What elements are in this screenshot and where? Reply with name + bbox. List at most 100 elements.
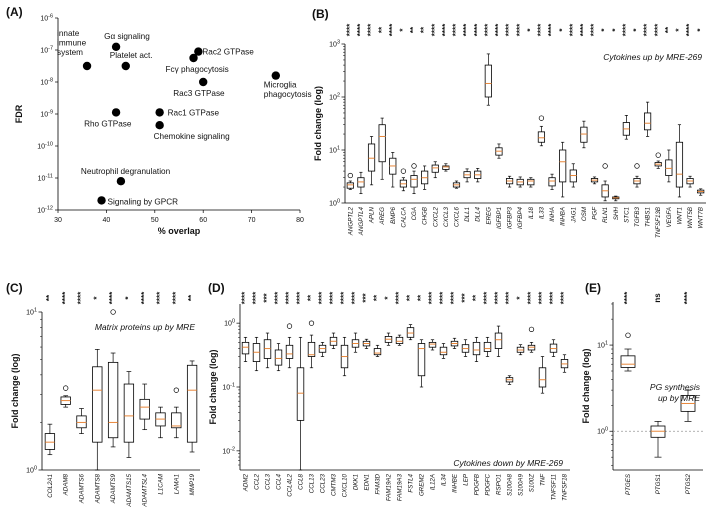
b-box-group bbox=[622, 115, 630, 140]
b-y-tick-label: 102 bbox=[329, 93, 340, 102]
b-box-group bbox=[442, 163, 450, 172]
c-y-tick-label-exponent: 1 bbox=[34, 308, 37, 314]
d-box bbox=[494, 332, 503, 349]
b-category-label: CXCL2 bbox=[432, 206, 439, 227]
b-category-label: INHA bbox=[549, 207, 556, 222]
b-significance: **** bbox=[515, 23, 524, 36]
b-box bbox=[559, 149, 567, 183]
c-box-group bbox=[44, 423, 56, 456]
b-significance: **** bbox=[367, 23, 376, 36]
b-significance: **** bbox=[547, 23, 556, 36]
b-category-label: VEGFA bbox=[666, 207, 673, 228]
d-box-group bbox=[538, 356, 547, 394]
a-y-tick-label-exponent: -7 bbox=[48, 46, 53, 52]
d-significance: *** bbox=[461, 292, 470, 302]
b-category-label: TGFB3 bbox=[634, 206, 641, 226]
d-category-label: CCL3 bbox=[265, 473, 272, 489]
b-outlier bbox=[411, 163, 417, 169]
a-y-tick-label: 10-9 bbox=[40, 110, 53, 119]
a-x-tick-label: 70 bbox=[248, 217, 256, 224]
d-significance: ** bbox=[373, 294, 382, 301]
e-box-group bbox=[650, 421, 666, 458]
a-point bbox=[116, 177, 126, 186]
a-point bbox=[97, 196, 106, 205]
d-y-tick-label-base: 10 bbox=[222, 448, 230, 455]
a-x-tick-label: 40 bbox=[103, 217, 111, 224]
d-box-group bbox=[274, 343, 283, 372]
d-y-tick-label-base: 10 bbox=[224, 321, 232, 328]
c-significance: **** bbox=[108, 291, 117, 304]
b-box bbox=[665, 159, 673, 176]
d-box-group bbox=[296, 336, 305, 471]
c-y-axis-title: Fold change (log) bbox=[10, 354, 20, 429]
c-box-group bbox=[123, 371, 135, 458]
b-category-label: SHH bbox=[613, 206, 620, 220]
d-box bbox=[428, 341, 437, 348]
d-significance: * bbox=[384, 296, 393, 300]
b-box-group bbox=[633, 163, 641, 188]
b-box-group bbox=[590, 176, 599, 185]
d-significance: **** bbox=[560, 291, 569, 304]
d-box-group bbox=[406, 324, 415, 341]
c-y-tick-label-base: 10 bbox=[26, 468, 34, 475]
b-box-group bbox=[389, 152, 397, 188]
d-significance: **** bbox=[340, 291, 349, 304]
d-category-label: FAM19A3 bbox=[397, 473, 404, 501]
b-significance: **** bbox=[483, 23, 492, 36]
b-significance: **** bbox=[643, 23, 652, 36]
b-y-axis-title: Fold change (log) bbox=[313, 86, 323, 161]
d-significance: **** bbox=[483, 291, 492, 304]
b-box bbox=[431, 164, 439, 173]
e-category-label: PTGS2 bbox=[685, 473, 692, 494]
b-category-label: OSM bbox=[581, 206, 588, 221]
c-category-label: L1CAM bbox=[158, 473, 165, 494]
a-y-tick-label-exponent: -12 bbox=[45, 206, 53, 212]
a-point bbox=[155, 108, 164, 117]
c-significance: * bbox=[92, 296, 101, 300]
a-point-label: system bbox=[57, 48, 83, 57]
d-significance: **** bbox=[428, 291, 437, 304]
d-box-group bbox=[285, 323, 294, 369]
b-significance: * bbox=[558, 28, 567, 32]
c-box bbox=[123, 383, 135, 443]
a-point bbox=[199, 77, 208, 87]
b-significance: * bbox=[399, 28, 408, 32]
a-y-tick-label-base: 10 bbox=[40, 80, 48, 87]
c-y-tick-label: 100 bbox=[26, 466, 37, 475]
d-category-label: CCL23 bbox=[320, 473, 327, 493]
b-category-label: IGFBP4 bbox=[517, 206, 524, 229]
b-significance: **** bbox=[621, 23, 630, 36]
b-significance: **** bbox=[462, 23, 471, 36]
a-point-label: phagocytosis bbox=[264, 90, 312, 99]
c-category-label: ADAMTSL4 bbox=[142, 473, 149, 507]
d-significance: **** bbox=[395, 291, 404, 304]
b-significance: * bbox=[600, 28, 609, 32]
a-y-tick-label: 10-8 bbox=[40, 78, 53, 87]
d-category-label: FAM19A2 bbox=[386, 473, 393, 501]
e-significance: ns bbox=[653, 293, 662, 303]
d-category-label: ADM2 bbox=[243, 473, 250, 492]
d-box-group bbox=[428, 339, 437, 351]
b-box bbox=[442, 165, 450, 170]
d-y-tick-label-base: 10 bbox=[222, 385, 230, 392]
a-y-tick-label-exponent: -6 bbox=[48, 14, 53, 20]
b-category-label: BMP6 bbox=[390, 206, 397, 223]
d-box bbox=[472, 341, 481, 356]
d-category-label: FSTL4 bbox=[408, 473, 415, 492]
d-significance: ** bbox=[472, 294, 481, 301]
d-box bbox=[263, 339, 272, 359]
d-category-label: CXCL10 bbox=[342, 473, 349, 497]
panel-label-c: (C) bbox=[6, 281, 23, 295]
b-significance: ** bbox=[377, 26, 386, 33]
b-box-group bbox=[421, 165, 429, 190]
b-outlier bbox=[634, 163, 640, 169]
d-box bbox=[406, 327, 415, 338]
b-category-label: CALCA bbox=[400, 207, 407, 228]
a-y-tick-label-base: 10 bbox=[40, 112, 48, 119]
c-outlier bbox=[173, 387, 179, 393]
d-box bbox=[373, 348, 382, 356]
e-box-group bbox=[620, 332, 636, 372]
b-box-group bbox=[644, 101, 652, 137]
b-box-group bbox=[665, 149, 673, 183]
a-y-tick-label-base: 10 bbox=[37, 208, 45, 215]
